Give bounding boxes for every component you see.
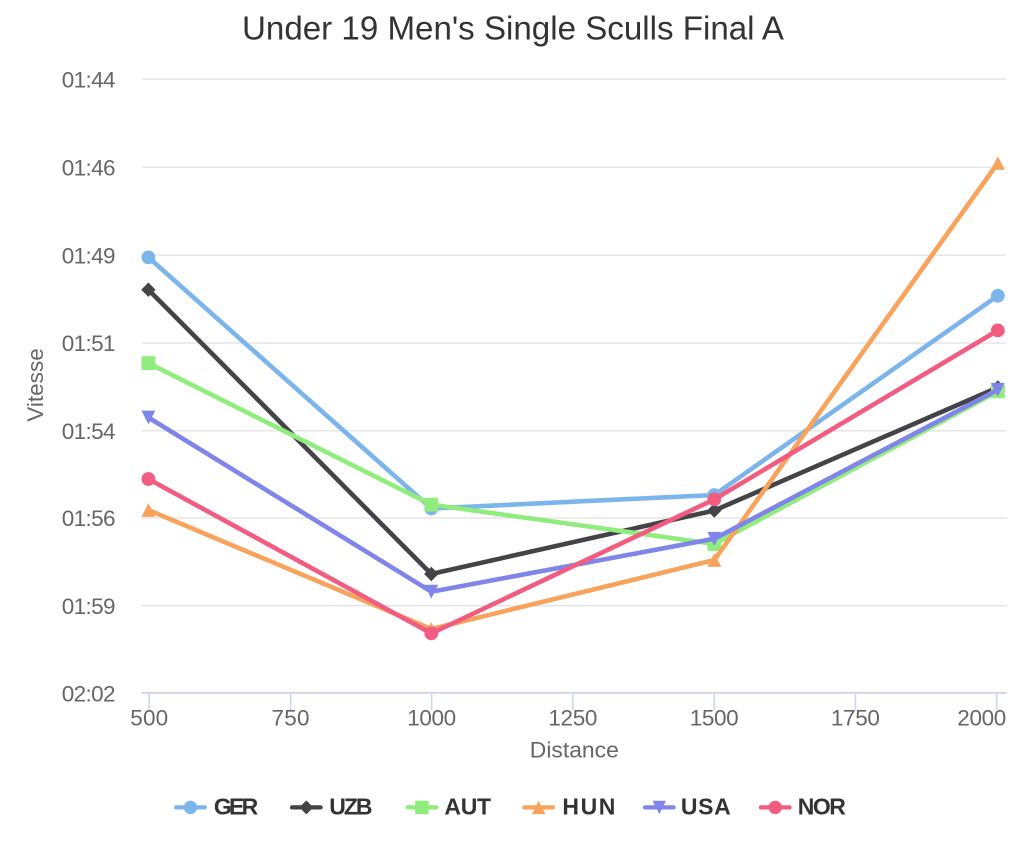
svg-text:Vitesse: Vitesse	[23, 348, 48, 422]
svg-text:HUN: HUN	[562, 794, 615, 820]
svg-text:01:46: 01:46	[62, 155, 116, 180]
svg-text:USA: USA	[681, 794, 731, 820]
svg-text:2000: 2000	[957, 706, 1006, 731]
svg-text:500: 500	[130, 706, 168, 731]
svg-text:1000: 1000	[407, 706, 456, 731]
svg-text:Distance: Distance	[530, 738, 619, 763]
svg-text:UZB: UZB	[329, 794, 372, 820]
svg-text:1500: 1500	[690, 706, 739, 731]
svg-text:01:54: 01:54	[62, 419, 116, 444]
svg-text:01:51: 01:51	[62, 331, 116, 356]
svg-text:Under 19 Men's Single Sculls F: Under 19 Men's Single Sculls Final A	[242, 10, 784, 47]
svg-text:01:44: 01:44	[62, 67, 116, 92]
svg-text:01:59: 01:59	[62, 594, 116, 619]
svg-text:750: 750	[272, 706, 310, 731]
svg-text:01:49: 01:49	[62, 243, 116, 268]
svg-text:GER: GER	[214, 794, 259, 820]
svg-text:01:56: 01:56	[62, 506, 116, 531]
svg-text:AUT: AUT	[444, 794, 491, 820]
svg-text:02:02: 02:02	[62, 681, 116, 706]
svg-text:1750: 1750	[831, 706, 880, 731]
svg-text:NOR: NOR	[798, 794, 847, 820]
svg-text:1250: 1250	[548, 706, 597, 731]
